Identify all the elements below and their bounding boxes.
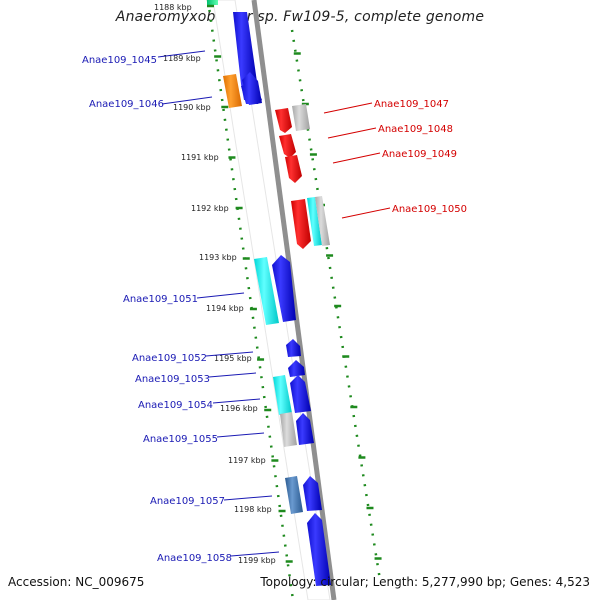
- ruler-label-1195: 1195 kbp: [214, 354, 252, 363]
- gene-label-anae109-1053[interactable]: Anae109_1053: [135, 374, 210, 385]
- gene-anae109-1050c[interactable]: [315, 196, 330, 246]
- gene-anae109-1055b[interactable]: [296, 413, 314, 445]
- ruler-label-1197: 1197 kbp: [228, 456, 266, 465]
- gene-label-anae109-1057[interactable]: Anae109_1057: [150, 496, 225, 507]
- left-gene-labels: Anae109_1045 Anae109_1046 Anae109_1051 A…: [82, 50, 280, 564]
- left-ring: [206, 0, 295, 600]
- map-title: Anaeromyxobacter sp. Fw109-5, complete g…: [115, 9, 485, 25]
- ruler-label-1188: 1188 kbp: [154, 3, 192, 12]
- ruler-label-1192: 1192 kbp: [191, 204, 229, 213]
- gene-anae109-1046[interactable]: [223, 74, 242, 108]
- gene-anae109-1058[interactable]: [307, 513, 331, 586]
- leader-line: [341, 207, 391, 219]
- gene-label-anae109-1048[interactable]: Anae109_1048: [378, 124, 453, 135]
- leader-line: [212, 398, 261, 404]
- leader-line: [332, 152, 381, 164]
- gene-label-anae109-1054[interactable]: Anae109_1054: [138, 400, 213, 411]
- backbone-line: [251, 0, 337, 600]
- leader-line: [205, 351, 254, 357]
- gene-features: [223, 12, 331, 586]
- gene-partial-top: [207, 0, 218, 5]
- gene-anae109-1051[interactable]: [254, 257, 279, 325]
- gene-label-anae109-1045[interactable]: Anae109_1045: [82, 55, 157, 66]
- gene-anae109-1054[interactable]: [273, 375, 292, 415]
- gene-anae109-1057[interactable]: [285, 476, 303, 514]
- gene-anae109-1049[interactable]: [285, 155, 302, 183]
- gene-label-anae109-1055[interactable]: Anae109_1055: [143, 434, 218, 445]
- genome-summary-text: Topology: circular; Length: 5,277,990 bp…: [260, 575, 590, 589]
- gene-label-anae109-1046[interactable]: Anae109_1046: [89, 99, 164, 110]
- gene-anae109-1047[interactable]: [275, 108, 292, 133]
- leader-line: [161, 96, 213, 105]
- gene-label-anae109-1052[interactable]: Anae109_1052: [132, 353, 207, 364]
- gene-anae109-1054b[interactable]: [290, 375, 311, 413]
- leader-line: [323, 102, 373, 114]
- gene-anae109-1052[interactable]: [286, 339, 301, 357]
- gene-anae109-1048[interactable]: [279, 134, 296, 158]
- leader-line: [157, 50, 206, 58]
- gene-anae109-1050b[interactable]: [307, 197, 322, 246]
- gene-anae109-1046b[interactable]: [242, 72, 262, 105]
- gene-label-anae109-1050[interactable]: Anae109_1050: [392, 204, 467, 215]
- gene-label-anae109-1051[interactable]: Anae109_1051: [123, 294, 198, 305]
- ruler-label-1193: 1193 kbp: [199, 253, 237, 262]
- right-gene-labels: Anae109_1047 Anae109_1048 Anae109_1049 A…: [323, 99, 467, 219]
- leader-line: [208, 372, 257, 378]
- gene-label-anae109-1047[interactable]: Anae109_1047: [374, 99, 449, 110]
- gene-anae109-1057b[interactable]: [303, 476, 322, 511]
- leader-line: [196, 292, 245, 299]
- gene-anae109-1047b[interactable]: [292, 104, 310, 131]
- ruler-label-1198: 1198 kbp: [234, 505, 272, 514]
- leader-line: [327, 127, 377, 139]
- gene-anae109-1050[interactable]: [291, 199, 311, 249]
- gene-anae109-1053[interactable]: [288, 360, 305, 377]
- leader-line: [216, 432, 265, 438]
- gene-label-anae109-1049[interactable]: Anae109_1049: [382, 149, 457, 160]
- gene-anae109-1051b[interactable]: [272, 255, 296, 322]
- leader-line: [223, 495, 273, 501]
- accession-text: Accession: NC_009675: [8, 575, 145, 589]
- ruler-label-1199: 1199 kbp: [238, 556, 276, 565]
- ruler-labels: 1188 kbp 1189 kbp 1190 kbp 1191 kbp 1192…: [154, 3, 276, 565]
- ruler-label-1191: 1191 kbp: [181, 153, 219, 162]
- gene-label-anae109-1058[interactable]: Anae109_1058: [157, 553, 232, 564]
- ruler-label-1190: 1190 kbp: [173, 103, 211, 112]
- ruler-label-1189: 1189 kbp: [163, 54, 201, 63]
- ruler-label-1196: 1196 kbp: [220, 404, 258, 413]
- gene-anae109-1055[interactable]: [280, 412, 297, 447]
- ruler-label-1194: 1194 kbp: [206, 304, 244, 313]
- leader-line: [230, 551, 280, 557]
